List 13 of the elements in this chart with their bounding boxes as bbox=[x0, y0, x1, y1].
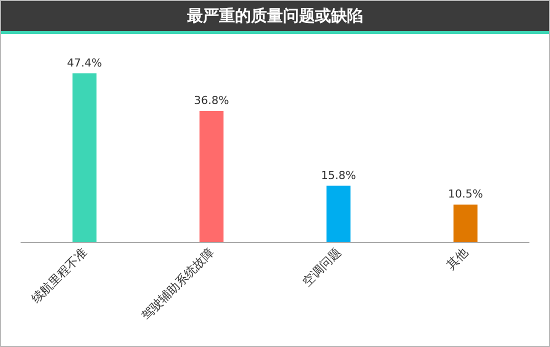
x-tick-label: 续航里程不准 bbox=[28, 245, 90, 306]
bar bbox=[326, 186, 350, 242]
x-tick-label: 空调问题 bbox=[300, 245, 344, 289]
bar bbox=[72, 73, 96, 242]
bar bbox=[454, 204, 478, 242]
chart-title: 最严重的质量问题或缺陷 bbox=[1, 1, 549, 34]
data-label: 10.5% bbox=[448, 188, 483, 201]
data-label: 36.8% bbox=[194, 94, 229, 107]
x-tick-label: 驾驶辅助系统故障 bbox=[138, 245, 216, 323]
data-label: 15.8% bbox=[321, 168, 356, 182]
bar bbox=[200, 110, 224, 242]
data-label: 47.4% bbox=[67, 56, 102, 70]
x-tick-label: 其他 bbox=[444, 245, 470, 272]
